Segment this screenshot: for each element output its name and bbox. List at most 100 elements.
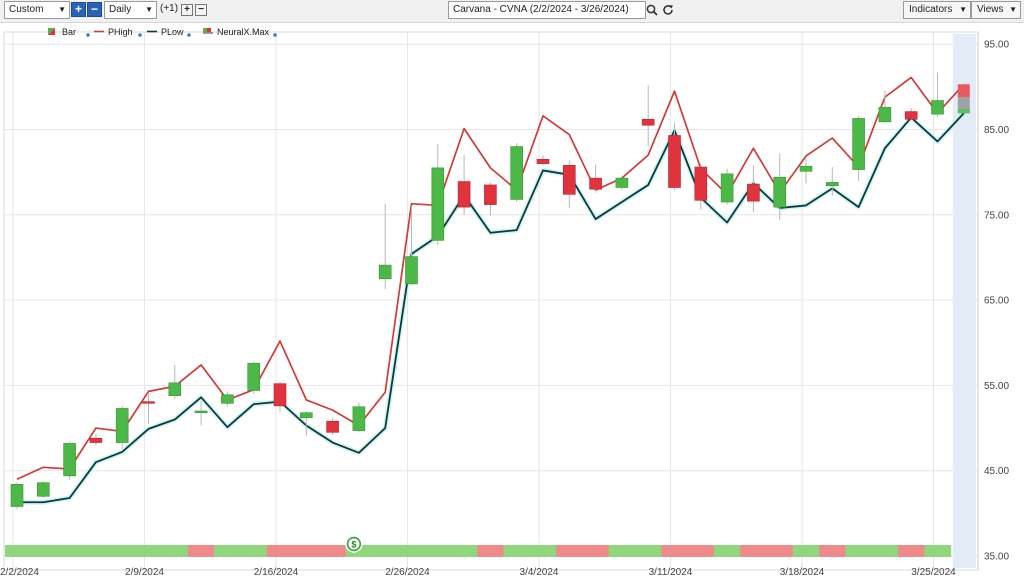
forecast-bar-top [957, 84, 970, 98]
x-tick-label: 2/2/2024 [0, 567, 39, 578]
indicators-label: Indicators [909, 4, 953, 15]
price-bar-body [799, 165, 813, 172]
price-bar-body [536, 159, 550, 164]
price-bar [484, 182, 497, 216]
signal-segment [608, 545, 636, 557]
price-bar [89, 434, 103, 446]
forecast-band [952, 34, 976, 568]
plow-line [17, 112, 965, 504]
views-button[interactable]: Views ▼ [971, 1, 1021, 19]
price-bar-body [115, 408, 129, 443]
plus-icon[interactable]: + [181, 4, 193, 16]
price-bar [720, 168, 734, 205]
signal-segment [740, 545, 768, 557]
refresh-icon[interactable] [662, 1, 674, 17]
price-bar [615, 175, 629, 191]
signal-segment [187, 545, 215, 557]
price-bar [931, 72, 944, 117]
signal-segment [109, 545, 136, 557]
price-bar-body [484, 184, 497, 205]
signal-segment [819, 545, 846, 557]
price-bar [878, 90, 892, 123]
signal-segment [266, 545, 294, 557]
legend-bar-icon-part [48, 28, 55, 35]
dividend-marker-inner [348, 538, 360, 550]
signal-segment [82, 545, 110, 557]
signal-segment [503, 545, 531, 557]
compare-label: (+1) [160, 3, 179, 14]
legend-label: NeuralX.Max [217, 27, 270, 37]
price-bar [852, 115, 865, 181]
price-bar [405, 206, 418, 285]
legend-neural-swatch [203, 28, 207, 32]
price-bar [273, 381, 287, 412]
legend-options-icon[interactable] [273, 33, 277, 37]
price-bar-body [221, 394, 234, 404]
forecast-bar-bottom [957, 109, 970, 114]
signal-segment [898, 545, 925, 557]
symbol-title: Carvana - CVNA (2/2/2024 - 3/26/2024) [453, 4, 629, 15]
price-bar-body [904, 111, 918, 120]
legend-options-icon[interactable] [187, 33, 191, 37]
x-tick-label: 3/25/2024 [911, 567, 956, 578]
price-bar-body [562, 165, 576, 195]
x-tick-label: 2/16/2024 [254, 567, 299, 578]
signal-segment [319, 545, 347, 557]
price-bar [10, 482, 24, 510]
price-bar-body [510, 146, 524, 200]
price-chart[interactable]: $ 35.00 45.00 55.00 65.00 75.00 85.00 95.00 2/… [0, 22, 1024, 581]
signal-segment [372, 545, 399, 557]
price-bar [221, 391, 234, 407]
signal-segment [424, 545, 452, 557]
signal-segment [398, 545, 426, 557]
toolbar: Custom ▼ + − Daily ▼ (+1) + − Carvana - … [0, 0, 1024, 23]
price-bar-body [589, 177, 602, 190]
symbol-title-field[interactable]: Carvana - CVNA (2/2/2024 - 3/26/2024) [448, 1, 646, 19]
x-axis: 2/2/2024 2/9/2024 2/16/2024 2/26/2024 3/4/20… [0, 567, 956, 578]
y-tick-label: 75.00 [984, 210, 1009, 221]
price-bar-body [694, 166, 708, 201]
price-bar [510, 143, 524, 203]
x-tick-label: 3/4/2024 [520, 567, 559, 578]
price-bar-body [10, 484, 24, 507]
price-bar-body [36, 482, 50, 497]
interval-select[interactable]: Daily ▼ [104, 1, 157, 19]
price-bar-body [747, 183, 760, 202]
price-bar [536, 155, 550, 166]
minus-icon[interactable]: − [195, 4, 207, 16]
price-bar-body [142, 401, 155, 404]
signal-segment [635, 545, 662, 557]
period-select[interactable]: Custom ▼ [4, 1, 70, 19]
legend-options-icon[interactable] [138, 33, 142, 37]
signal-segment [713, 545, 741, 557]
price-bar-body [668, 135, 681, 188]
price-bar [668, 122, 681, 191]
price-bar [36, 480, 50, 498]
legend-neural-swatch-part [207, 28, 211, 32]
chevron-down-icon: ▼ [1009, 5, 1017, 14]
chart-legend: Bar PHigh PLow NeuralX.Max [48, 27, 277, 37]
minus-icon[interactable]: − [87, 2, 102, 17]
signal-segment [5, 545, 32, 557]
price-bar-body [378, 264, 392, 280]
price-bar-body [194, 410, 208, 413]
search-icon[interactable] [646, 1, 658, 17]
signal-segment [450, 545, 478, 557]
signal-segment [240, 545, 268, 557]
period-select-value: Custom [9, 4, 44, 15]
price-bar [63, 441, 76, 480]
price-bar-body [878, 107, 892, 123]
legend-label: PHigh [108, 27, 133, 37]
price-bar-body [641, 118, 655, 126]
price-bar-body [773, 176, 787, 208]
plus-icon[interactable]: + [71, 2, 86, 17]
legend-options-icon[interactable] [86, 33, 90, 37]
price-bar [589, 164, 602, 193]
signal-segment [924, 545, 952, 557]
indicators-button[interactable]: Indicators ▼ [903, 1, 971, 19]
signal-segment [556, 545, 583, 557]
price-bars [10, 72, 970, 510]
signal-segment [135, 545, 163, 557]
price-bar [378, 203, 392, 290]
signal-segment [582, 545, 610, 557]
